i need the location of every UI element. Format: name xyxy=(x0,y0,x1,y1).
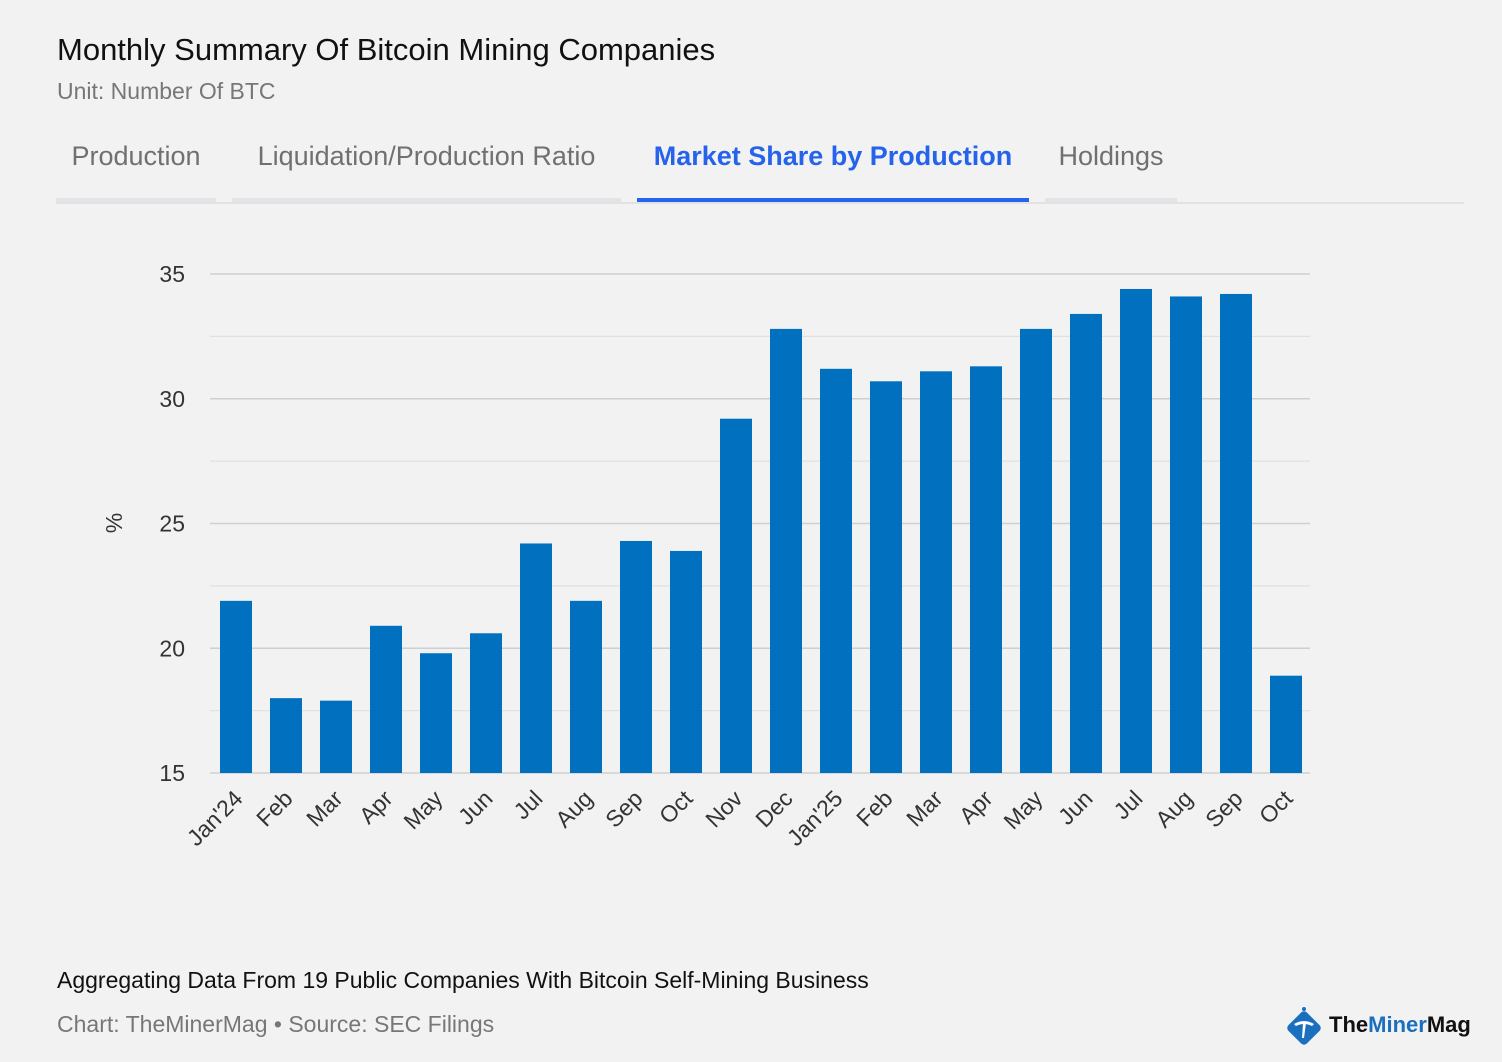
bar xyxy=(1220,293,1252,773)
pickaxe-logo-icon xyxy=(1287,1007,1321,1045)
x-tick-label: May xyxy=(998,785,1047,834)
footer-source: Chart: TheMinerMag • Source: SEC Filings xyxy=(57,1011,495,1037)
y-tick-label: 20 xyxy=(159,635,185,661)
x-tick-label: Sep xyxy=(1200,785,1247,832)
x-tick-label: Mar xyxy=(901,785,948,832)
page-title: Monthly Summary Of Bitcoin Mining Compan… xyxy=(57,32,716,67)
bar xyxy=(370,625,402,773)
y-tick-label: 15 xyxy=(159,760,185,786)
page-subtitle: Unit: Number Of BTC xyxy=(57,78,276,104)
bar xyxy=(670,550,702,773)
bar xyxy=(1020,328,1052,773)
x-tick-label: Feb xyxy=(251,785,297,831)
bar xyxy=(470,633,502,773)
bar xyxy=(770,328,802,773)
x-tick-label: Oct xyxy=(1254,785,1298,829)
tab-production[interactable]: Production xyxy=(56,130,216,202)
x-tick-label: Aug xyxy=(550,785,597,832)
bar xyxy=(520,543,552,773)
tab-bar: Production Liquidation/Production Ratio … xyxy=(56,130,1464,204)
x-tick-label: Sep xyxy=(600,785,647,832)
x-tick-label: Jan'24 xyxy=(182,785,248,851)
x-tick-label: Oct xyxy=(654,785,698,829)
y-tick-label: 25 xyxy=(159,511,185,537)
x-tick-label: Apr xyxy=(354,785,398,829)
x-tick-label: Jul xyxy=(1108,785,1147,824)
bar xyxy=(1270,675,1302,773)
x-tick-label: Jul xyxy=(508,785,547,824)
bar xyxy=(420,653,452,773)
bar xyxy=(570,600,602,773)
x-tick-label: Feb xyxy=(851,785,897,831)
y-tick-label: 30 xyxy=(159,386,185,412)
x-tick-label: Mar xyxy=(301,785,348,832)
logo-text: TheMinerMag xyxy=(1329,1012,1471,1037)
tab-holdings[interactable]: Holdings xyxy=(1045,130,1177,202)
bar xyxy=(620,540,652,773)
x-tick-label: Jun xyxy=(1053,785,1098,830)
theminermag-logo: TheMinerMag xyxy=(1283,1005,1471,1045)
x-tick-label: Aug xyxy=(1150,785,1197,832)
x-tick-label: Nov xyxy=(700,785,748,833)
bar xyxy=(920,371,952,773)
bar xyxy=(1170,296,1202,773)
y-axis-label: % xyxy=(101,513,127,533)
y-tick-label: 35 xyxy=(159,261,185,287)
bar xyxy=(1120,288,1152,773)
bar xyxy=(320,700,352,773)
bar xyxy=(1070,313,1102,773)
footer-note: Aggregating Data From 19 Public Companie… xyxy=(57,967,869,993)
tab-liquidation-production-ratio[interactable]: Liquidation/Production Ratio xyxy=(232,130,621,202)
bar xyxy=(720,418,752,773)
bar xyxy=(870,381,902,773)
bar xyxy=(970,366,1002,773)
x-tick-label: May xyxy=(398,785,447,834)
x-tick-label: Jun xyxy=(453,785,498,830)
tab-market-share-by-production[interactable]: Market Share by Production xyxy=(637,130,1029,202)
bar xyxy=(820,368,852,773)
x-tick-label: Jan'25 xyxy=(782,785,848,851)
x-tick-label: Apr xyxy=(954,785,998,829)
bar xyxy=(220,600,252,773)
bar xyxy=(270,698,302,773)
